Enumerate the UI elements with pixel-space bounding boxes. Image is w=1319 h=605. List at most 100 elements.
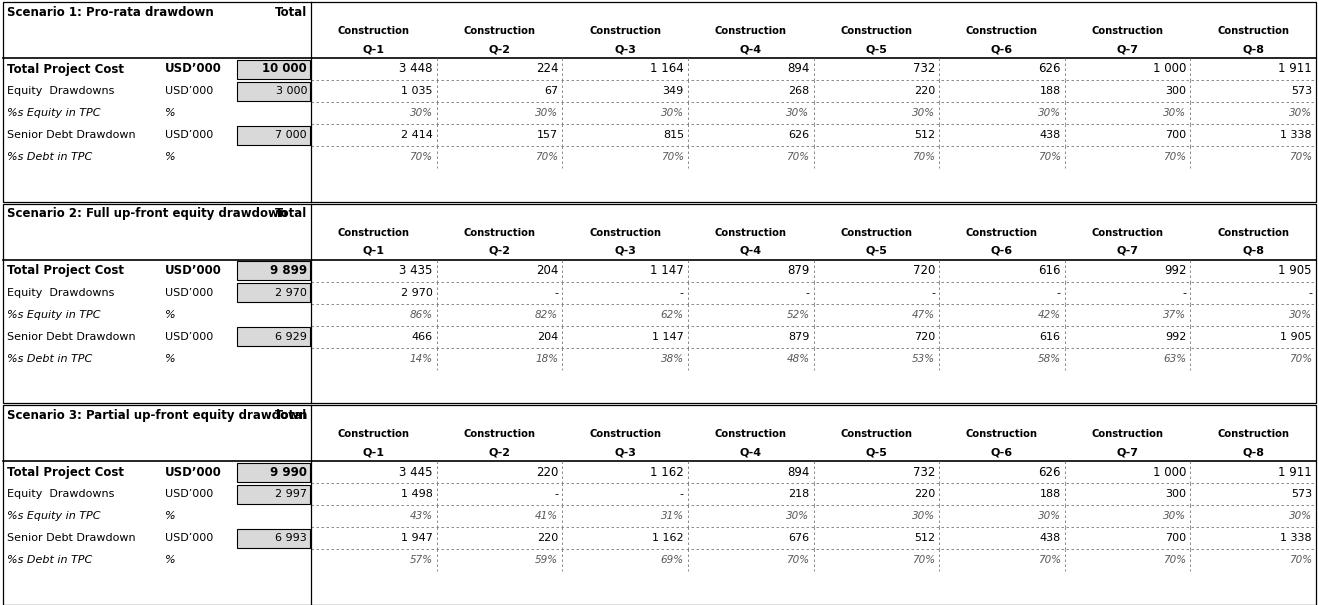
Text: 438: 438 [1039,534,1060,543]
Text: 18%: 18% [536,354,558,364]
Text: 1 164: 1 164 [650,62,683,76]
Text: 204: 204 [536,264,558,277]
Text: 879: 879 [787,264,810,277]
Text: 70%: 70% [1038,555,1060,565]
Text: 1 147: 1 147 [652,332,683,342]
Text: Equity  Drawdowns: Equity Drawdowns [7,489,115,499]
Text: 700: 700 [1165,130,1186,140]
Text: 204: 204 [537,332,558,342]
Text: 268: 268 [789,86,810,96]
Text: Construction: Construction [840,26,913,36]
Text: 70%: 70% [661,152,683,162]
Text: 43%: 43% [409,511,433,522]
Text: Q-3: Q-3 [615,447,636,457]
Text: 6 993: 6 993 [276,534,307,543]
Text: Construction: Construction [1217,430,1289,439]
Text: 894: 894 [787,62,810,76]
Text: 438: 438 [1039,130,1060,140]
Text: Total: Total [274,207,307,220]
Text: Q-1: Q-1 [363,246,385,256]
Text: Q-6: Q-6 [991,44,1013,54]
Text: Construction: Construction [1092,26,1163,36]
Bar [237,59,310,79]
Text: 720: 720 [914,332,935,342]
Text: Q-3: Q-3 [615,44,636,54]
Text: %: % [165,310,175,319]
Text: USD’000: USD’000 [165,287,214,298]
Text: 1 338: 1 338 [1281,534,1312,543]
Text: -: - [806,287,810,298]
Text: USD’000: USD’000 [165,86,214,96]
Text: -: - [931,287,935,298]
Text: 42%: 42% [1038,310,1060,319]
Text: Construction: Construction [840,430,913,439]
Text: Construction: Construction [590,430,661,439]
Text: Q-4: Q-4 [740,44,762,54]
Text: Q-7: Q-7 [1117,246,1138,256]
Text: 300: 300 [1166,489,1186,499]
Text: 1 911: 1 911 [1278,466,1312,479]
Text: 86%: 86% [409,310,433,319]
Text: 48%: 48% [786,354,810,364]
Text: 626: 626 [1038,62,1060,76]
Text: 9 899: 9 899 [270,264,307,277]
Text: 52%: 52% [786,310,810,319]
Text: 992: 992 [1163,264,1186,277]
Text: 70%: 70% [911,555,935,565]
Text: 815: 815 [662,130,683,140]
Bar [237,529,310,548]
Text: Q-4: Q-4 [740,447,762,457]
Text: 30%: 30% [911,108,935,118]
Text: Q-2: Q-2 [488,246,510,256]
Text: Senior Debt Drawdown: Senior Debt Drawdown [7,332,136,342]
Text: Construction: Construction [463,430,536,439]
Text: %s Debt in TPC: %s Debt in TPC [7,152,92,162]
Text: -: - [679,489,683,499]
Text: 220: 220 [536,466,558,479]
Text: Equity  Drawdowns: Equity Drawdowns [7,86,115,96]
Text: 62%: 62% [661,310,683,319]
Bar [3,204,1316,404]
Text: Q-4: Q-4 [740,246,762,256]
Text: Q-8: Q-8 [1242,447,1264,457]
Text: 2 414: 2 414 [401,130,433,140]
Text: 30%: 30% [409,108,433,118]
Bar [237,283,310,302]
Text: Q-6: Q-6 [991,246,1013,256]
Text: Construction: Construction [966,430,1038,439]
Text: USD’000: USD’000 [165,130,214,140]
Text: Total: Total [274,409,307,422]
Text: 732: 732 [913,62,935,76]
Text: 70%: 70% [786,555,810,565]
Text: Construction: Construction [840,227,913,238]
Text: 70%: 70% [1163,152,1186,162]
Text: Construction: Construction [463,26,536,36]
Text: 57%: 57% [409,555,433,565]
Text: -: - [554,287,558,298]
Text: Scenario 1: Pro-rata drawdown: Scenario 1: Pro-rata drawdown [7,5,214,19]
Text: 616: 616 [1039,332,1060,342]
Text: 218: 218 [789,489,810,499]
Text: Senior Debt Drawdown: Senior Debt Drawdown [7,130,136,140]
Text: 720: 720 [913,264,935,277]
Text: 10 000: 10 000 [262,62,307,76]
Text: Q-7: Q-7 [1117,447,1138,457]
Text: USD’000: USD’000 [165,332,214,342]
Text: -: - [1182,287,1186,298]
Text: 53%: 53% [911,354,935,364]
Text: 59%: 59% [536,555,558,565]
Text: 573: 573 [1291,489,1312,499]
Text: USD’000: USD’000 [165,62,222,76]
Text: 30%: 30% [661,108,683,118]
Text: 188: 188 [1039,86,1060,96]
Text: 30%: 30% [1038,511,1060,522]
Text: -: - [1308,287,1312,298]
Text: USD’000: USD’000 [165,264,222,277]
Text: Q-5: Q-5 [865,246,888,256]
Text: 626: 626 [789,130,810,140]
Text: 1 162: 1 162 [650,466,683,479]
Text: 3 000: 3 000 [276,86,307,96]
Text: -: - [554,489,558,499]
Text: 220: 220 [914,489,935,499]
Text: Construction: Construction [1217,227,1289,238]
